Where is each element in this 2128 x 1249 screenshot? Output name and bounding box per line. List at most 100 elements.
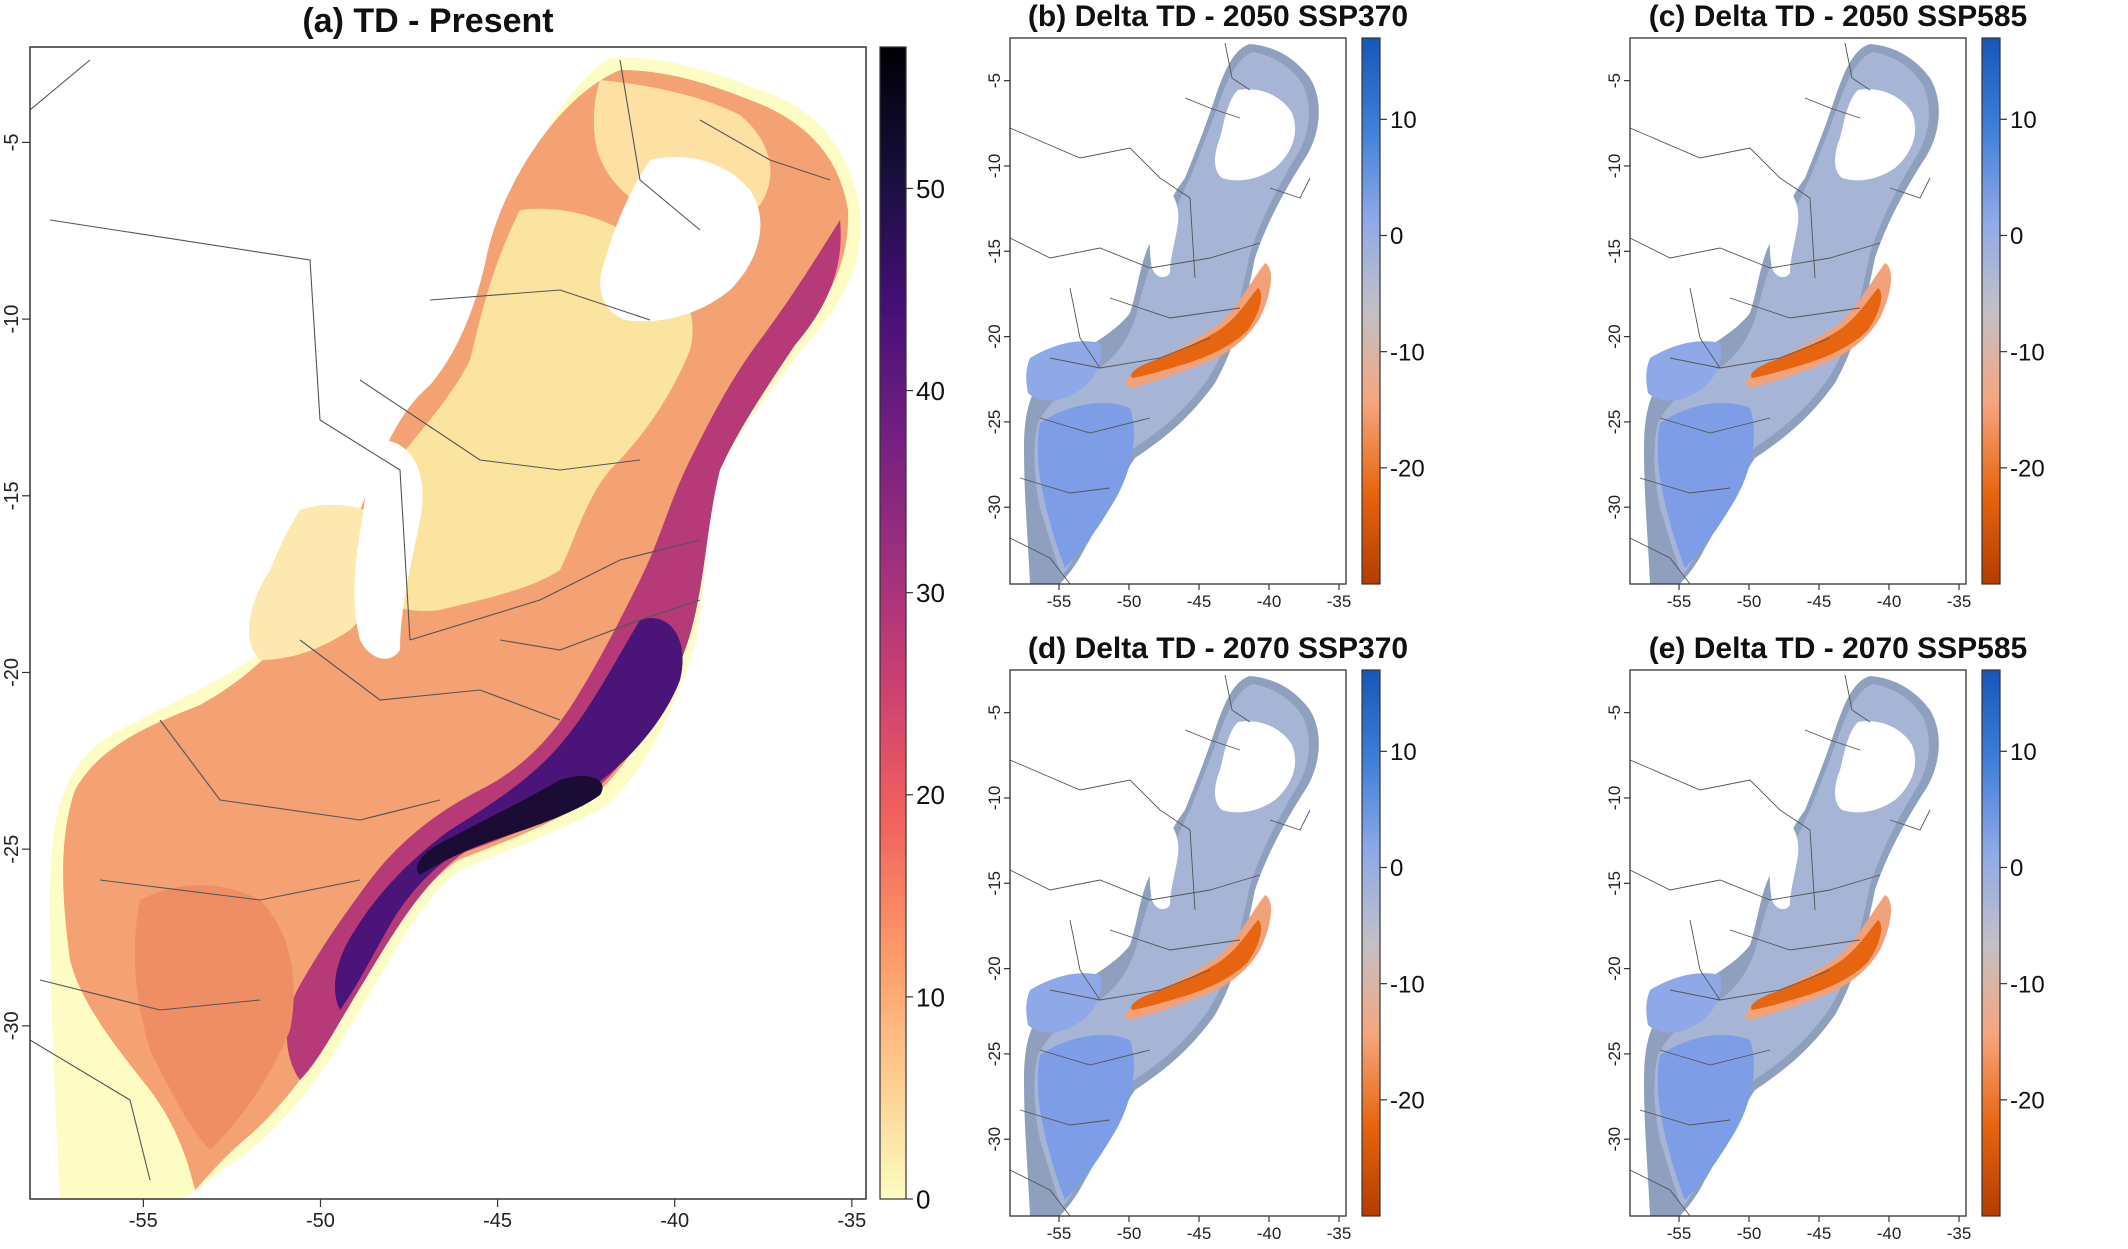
- panel-a-title: (a) TD - Present: [302, 2, 553, 40]
- y-tick-label: -5: [1605, 705, 1624, 720]
- region-gap-northeast: [1215, 721, 1296, 813]
- x-tick-label: -55: [1047, 1224, 1072, 1243]
- colorbar-tick-label: -10: [2010, 339, 2045, 366]
- panel-e: (e) Delta TD - 2070 SSP585-55 -50 -45 -40 -3…: [1605, 632, 2045, 1243]
- panel-a-light-zone: [356, 208, 693, 611]
- x-tick-label: -50: [1117, 1224, 1142, 1243]
- colorbar-tick-label: 10: [2010, 107, 2037, 134]
- colorbar-tick-label: -20: [1390, 455, 1425, 482]
- colorbar-tick-label: 0: [2010, 223, 2023, 250]
- y-tick-label: -20: [1605, 956, 1624, 981]
- panel-c-map: [1630, 38, 1966, 584]
- colorbar-tick-label: -20: [2010, 455, 2045, 482]
- colorbar-ramp: [1981, 37, 2001, 585]
- region-west-blue: [1646, 973, 1721, 1033]
- region-gap-northeast: [1835, 721, 1916, 813]
- y-tick-label: -20: [985, 956, 1004, 981]
- panel-d-map: [1010, 670, 1346, 1216]
- y-tick-label: -15: [985, 871, 1004, 896]
- colorbar-tick-label: 50: [916, 174, 945, 204]
- colorbar-tick-label: 20: [916, 780, 945, 810]
- panel-a: (a) TD - Present: [1, 2, 945, 1232]
- y-tick-label: -5: [985, 73, 1004, 88]
- panel-a-borders: [30, 59, 831, 1181]
- panel-a-frame: [29, 46, 867, 1200]
- y-tick-label: -20: [1, 658, 23, 687]
- panel-d-title: (d) Delta TD - 2070 SSP370: [1028, 632, 1408, 665]
- y-tick-label: -25: [985, 410, 1004, 435]
- panel-e-colorbar: 10 0 -10 -20: [1981, 669, 2045, 1217]
- colorbar-tick-label: 10: [1390, 107, 1417, 134]
- panel-a-south-fill: [134, 885, 294, 1150]
- panel-e-map: [1630, 670, 1966, 1216]
- y-tick-label: -25: [1605, 1042, 1624, 1067]
- panel-b-frame: [1009, 37, 1347, 585]
- panel-a-colorbar: 0 10 20 30 40 50: [879, 46, 945, 1214]
- x-tick-label: -45: [483, 1210, 512, 1232]
- panel-a-map: [30, 47, 866, 1199]
- colorbar-tick-label: 40: [916, 376, 945, 406]
- region-gap-northeast: [1215, 89, 1296, 181]
- panel-d-frame: [1009, 669, 1347, 1217]
- colorbar-ramp: [879, 46, 907, 1200]
- y-tick-label: -25: [1, 835, 23, 864]
- x-tick-label: -55: [1667, 1224, 1692, 1243]
- colorbar-tick-label: 10: [1390, 739, 1417, 766]
- x-tick-label: -45: [1187, 1224, 1212, 1243]
- panel-e-title: (e) Delta TD - 2070 SSP585: [1649, 632, 2028, 665]
- colorbar-tick-label: 30: [916, 578, 945, 608]
- panel-c-colorbar: 10 0 -10 -20: [1981, 37, 2045, 585]
- colorbar-ramp: [1361, 669, 1381, 1217]
- x-tick-label: -50: [306, 1210, 335, 1232]
- colorbar-tick-label: -10: [2010, 971, 2045, 998]
- region-south-blue: [1657, 1035, 1754, 1200]
- region-orange-dark: [1751, 920, 1882, 1010]
- colorbar-tick-label: -10: [1390, 971, 1425, 998]
- colorbar-ramp: [1361, 37, 1381, 585]
- y-tick-label: -10: [1605, 154, 1624, 179]
- x-tick-label: -35: [1947, 1224, 1972, 1243]
- region-gap-central: [1769, 188, 1799, 278]
- panel-e-axes: -55 -50 -45 -40 -35 -5 -10 -15 -20 -25 -30: [1605, 705, 1971, 1243]
- x-tick-label: -40: [1877, 592, 1902, 611]
- y-tick-label: -25: [1605, 410, 1624, 435]
- region-orange-dark: [1751, 288, 1882, 378]
- y-tick-label: -5: [985, 705, 1004, 720]
- x-tick-label: -40: [1257, 1224, 1282, 1243]
- y-tick-label: -5: [1, 134, 23, 152]
- y-tick-label: -30: [1605, 1127, 1624, 1152]
- x-tick-label: -40: [660, 1210, 689, 1232]
- x-tick-label: -55: [1047, 592, 1072, 611]
- y-tick-label: -10: [985, 786, 1004, 811]
- x-tick-label: -40: [1877, 1224, 1902, 1243]
- y-tick-label: -15: [1605, 871, 1624, 896]
- x-tick-label: -40: [1257, 592, 1282, 611]
- panel-c-frame: [1629, 37, 1967, 585]
- x-tick-label: -55: [1667, 592, 1692, 611]
- x-tick-label: -50: [1737, 592, 1762, 611]
- region-gap-northeast: [1835, 89, 1916, 181]
- delta-panels: (b) Delta TD - 2050 SSP370-55 -50 -45 -40 -3…: [985, 0, 2045, 1243]
- panel-a-ridge-black: [416, 775, 603, 875]
- y-tick-label: -30: [985, 495, 1004, 520]
- panel-b-map: [1010, 38, 1346, 584]
- region-south-blue: [1657, 403, 1754, 568]
- colorbar-tick-label: 0: [1390, 223, 1403, 250]
- y-tick-label: -15: [1605, 239, 1624, 264]
- colorbar-tick-label: 10: [916, 982, 945, 1012]
- x-tick-label: -35: [1947, 592, 1972, 611]
- colorbar-tick-label: -20: [2010, 1087, 2045, 1114]
- x-tick-label: -35: [837, 1210, 866, 1232]
- region-west-blue: [1646, 341, 1721, 401]
- colorbar-tick-label: -20: [1390, 1087, 1425, 1114]
- colorbar-tick-label: -10: [1390, 339, 1425, 366]
- panel-a-gap-central: [354, 440, 423, 659]
- region-orange-dark: [1131, 288, 1262, 378]
- y-tick-label: -20: [1605, 324, 1624, 349]
- region-west-blue: [1026, 973, 1101, 1033]
- y-tick-label: -10: [1, 305, 23, 334]
- panel-d-colorbar: 10 0 -10 -20: [1361, 669, 1425, 1217]
- y-tick-label: -15: [985, 239, 1004, 264]
- region-orange-dark: [1131, 920, 1262, 1010]
